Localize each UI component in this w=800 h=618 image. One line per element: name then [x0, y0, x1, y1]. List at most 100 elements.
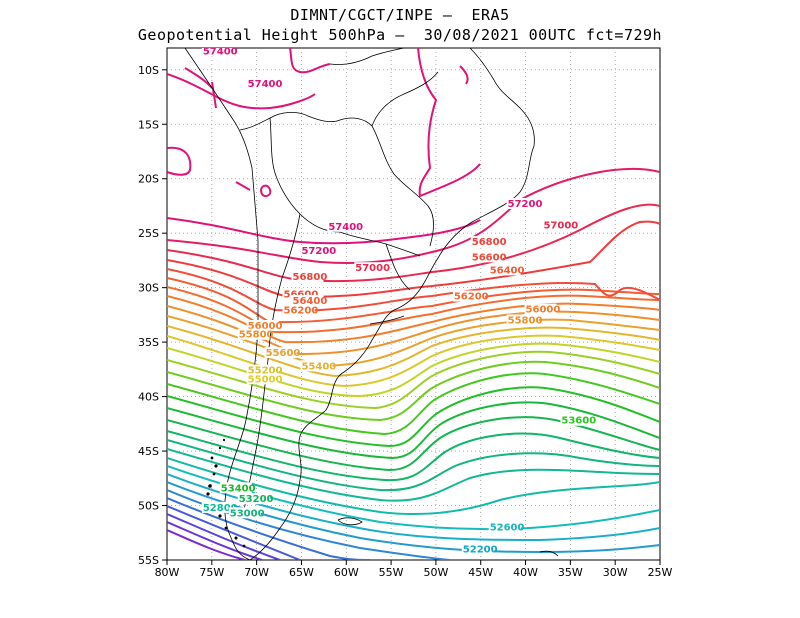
lon-tick-label: 25W — [648, 566, 673, 579]
contour-line — [167, 203, 660, 283]
contour-line — [167, 146, 192, 176]
contour-line — [167, 439, 660, 492]
contour-label: 55400 — [301, 361, 336, 372]
contour-label: 55800 — [508, 316, 543, 327]
contour-label: 56200 — [284, 306, 319, 317]
contour-line — [260, 184, 272, 198]
contour-line — [211, 81, 217, 109]
contour-line — [167, 386, 660, 448]
contour-label: 55000 — [248, 374, 283, 385]
lon-tick-label: 45W — [468, 566, 493, 579]
contour-label: 56200 — [454, 292, 489, 303]
contour-label: 57400 — [248, 79, 283, 90]
contour-line — [167, 529, 246, 560]
lon-tick-label: 80W — [155, 566, 180, 579]
contour-label: 56400 — [292, 296, 327, 307]
lat-tick-label: 50S — [138, 500, 159, 513]
contour-label-bg — [452, 290, 485, 302]
contour-line — [167, 430, 660, 482]
lat-tick-label: 15S — [138, 118, 159, 131]
contour-label-bg — [246, 373, 279, 385]
contour-label-bg — [246, 364, 279, 376]
contour-label: 53400 — [221, 483, 256, 494]
contour-label: 52200 — [463, 544, 498, 555]
contour-label: 57200 — [301, 246, 336, 257]
contour-line — [167, 334, 660, 388]
contour-labels: 5740057400574005720057200570005700056800… — [201, 46, 596, 555]
contour-line — [167, 513, 281, 560]
contour-line — [167, 372, 660, 436]
contour-label-bg — [219, 482, 252, 494]
contour-label-bg — [291, 270, 324, 282]
contour-line — [184, 67, 213, 89]
lon-tick-label: 55W — [379, 566, 404, 579]
lat-tick-label: 30S — [138, 282, 159, 295]
contour-line — [167, 521, 263, 560]
contour-label-bg — [327, 220, 360, 232]
country-border — [329, 48, 405, 65]
lat-tick-label: 55S — [138, 554, 159, 567]
map-title-line1: DIMNT/CGCT/INPE — ERA5 — [290, 6, 510, 24]
lat-tick-label: 10S — [138, 64, 159, 77]
contour-line — [167, 217, 481, 245]
contour-label-bg — [354, 262, 387, 274]
contour-label-bg — [506, 197, 539, 209]
latitude-labels: 10S 15S 20S 25S 30S 35S 40S 45S 50S 55S — [138, 64, 159, 567]
lon-tick-label: 75W — [199, 566, 224, 579]
contour-line — [167, 505, 301, 560]
river-plate — [369, 315, 405, 325]
contour-line — [167, 457, 660, 516]
contour-line — [167, 167, 660, 265]
contour-line — [167, 73, 316, 110]
contour-label-bg — [228, 507, 261, 519]
contour-label: 53200 — [239, 494, 274, 505]
contour-line — [417, 48, 481, 198]
contour-line — [167, 305, 660, 356]
country-border — [239, 112, 373, 131]
longitude-labels: 80W 75W 70W 65W 60W 55W 50W 45W 40W 35W 30W 25W — [155, 566, 673, 579]
lon-tick-label: 30W — [603, 566, 628, 579]
axis-ticks — [162, 69, 661, 565]
contour-label: 57400 — [203, 46, 238, 57]
contour-label-bg — [470, 236, 503, 248]
contour-label-bg — [201, 501, 234, 513]
country-border — [385, 243, 411, 291]
contour-line — [167, 350, 660, 410]
lat-tick-label: 40S — [138, 391, 159, 404]
contour-label-bg — [300, 360, 333, 372]
contour-line — [167, 448, 660, 502]
country-border — [371, 125, 434, 247]
lat-tick-label: 25S — [138, 227, 159, 240]
contour-label: 56000 — [526, 305, 561, 316]
lon-tick-label: 65W — [289, 566, 314, 579]
contour-label: 53000 — [230, 508, 265, 519]
map-title-line2: Geopotential Height 500hPa — 30/08/2021 … — [137, 26, 663, 44]
contour-label: 57200 — [508, 199, 543, 210]
contour-line — [167, 342, 660, 398]
country-border — [243, 213, 301, 511]
contour-label-bg — [560, 414, 593, 426]
country-border — [371, 71, 439, 127]
contour-label-bg — [237, 493, 270, 505]
contour-label: 56800 — [292, 272, 327, 283]
contour-label: 56600 — [284, 289, 319, 300]
contour-line — [167, 497, 371, 560]
contour-label: 53600 — [561, 416, 596, 427]
lon-tick-label: 40W — [513, 566, 538, 579]
lat-tick-label: 35S — [138, 336, 159, 349]
contour-line — [167, 325, 660, 378]
contour-label-bg — [282, 288, 315, 300]
contour-label: 55600 — [266, 348, 301, 359]
contour-label: 57000 — [355, 263, 390, 274]
contour-line — [167, 360, 660, 422]
contour-label-bg — [470, 251, 503, 263]
contour-line — [289, 48, 331, 74]
contour-label: 56800 — [472, 237, 507, 248]
contour-label: 57400 — [328, 222, 363, 233]
contour-label-bg — [291, 294, 324, 306]
contour-label-bg — [237, 328, 270, 340]
contour-label-bg — [488, 521, 521, 533]
contour-label-bg — [542, 219, 575, 231]
contour-label: 55800 — [239, 330, 274, 341]
